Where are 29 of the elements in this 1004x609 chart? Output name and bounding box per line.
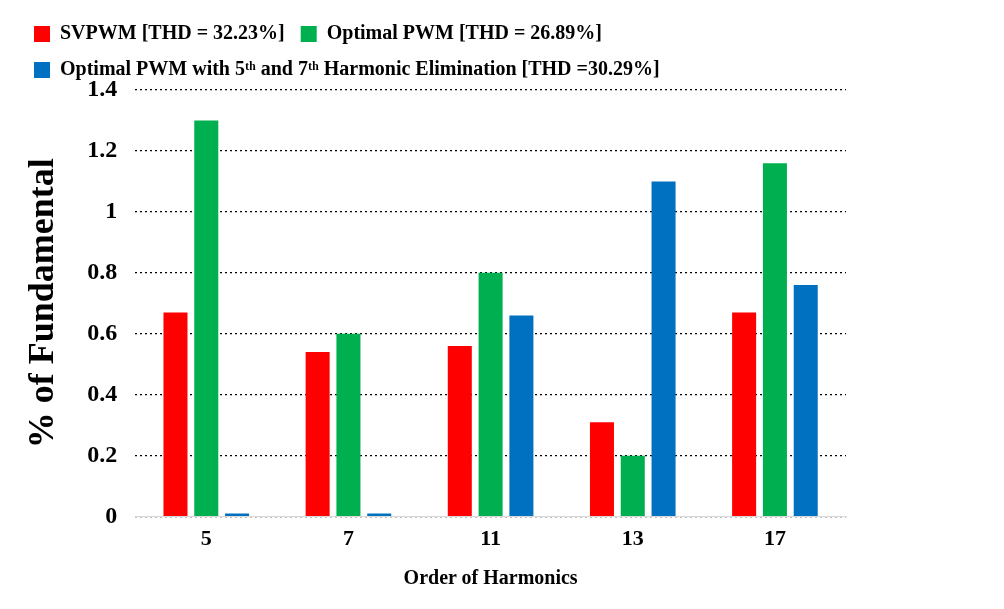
x-tick-label: 7 xyxy=(342,525,354,551)
bar xyxy=(620,455,645,516)
bar xyxy=(589,422,614,516)
y-tick-label: 0.8 xyxy=(87,258,118,285)
bar xyxy=(478,272,503,516)
x-tick-label: 13 xyxy=(621,525,644,551)
bar xyxy=(447,345,472,516)
x-tick-label: 5 xyxy=(200,525,212,551)
bar xyxy=(651,181,676,516)
bar xyxy=(732,312,757,516)
y-tick-label: 1.2 xyxy=(87,136,118,163)
legend-label: SVPWM [THD = 32.23%] xyxy=(60,21,285,44)
x-tick-label: 17 xyxy=(763,525,786,551)
x-axis-title: Order of Harmonics xyxy=(403,566,578,589)
y-tick-label: 0 xyxy=(105,501,118,528)
y-axis-title: % of Fundamental xyxy=(20,158,61,449)
bar xyxy=(762,163,787,516)
x-tick-label: 11 xyxy=(480,525,501,551)
legend-label: Optimal PWM [THD = 26.89%] xyxy=(326,21,602,45)
bar xyxy=(305,352,330,516)
bar xyxy=(194,120,219,516)
y-tick-label: 1 xyxy=(105,197,118,224)
bar xyxy=(336,333,361,516)
y-tick-label: 0.4 xyxy=(87,379,118,406)
y-tick-label: 0.2 xyxy=(87,440,118,467)
bar xyxy=(793,285,818,516)
bar xyxy=(163,312,188,516)
bar xyxy=(509,315,534,516)
y-tick-label: 0.6 xyxy=(87,318,118,345)
